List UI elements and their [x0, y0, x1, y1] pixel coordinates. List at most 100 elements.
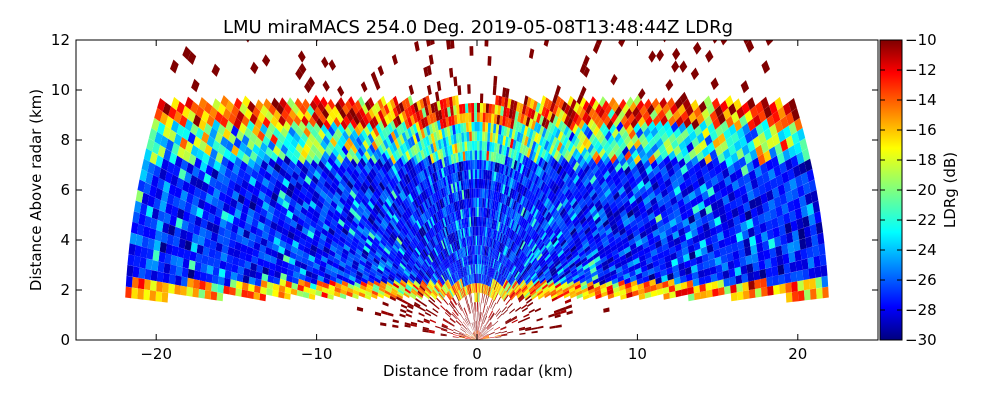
ldr-bin — [724, 286, 731, 295]
ldr-bin — [480, 122, 483, 132]
ldr-bin — [411, 3, 417, 14]
ldr-bin — [260, 287, 267, 295]
ldr-bin — [289, 0, 297, 11]
ldr-bin — [480, 131, 483, 141]
ldr-bin — [165, 253, 172, 264]
ldr-bin — [717, 279, 724, 288]
ldr-bin — [224, 278, 231, 287]
ldr-bin — [159, 252, 166, 263]
ldr-bin — [700, 291, 707, 299]
ldr-bin — [480, 113, 483, 123]
ldr-bin — [767, 286, 774, 296]
ldr-bin — [475, 217, 477, 227]
ldr-bin — [711, 281, 718, 290]
ldr-bin — [135, 245, 142, 257]
ldr-bin — [201, 263, 208, 273]
ldr-bin — [468, 103, 471, 113]
ldr-bin — [184, 249, 191, 260]
ldr-bin — [778, 264, 785, 275]
ldr-bin — [821, 276, 828, 288]
ldr-bin — [475, 198, 477, 208]
ldr-bin — [218, 276, 225, 285]
ldr-bin — [796, 270, 803, 281]
ldr-bin — [479, 217, 481, 227]
ldr-bin — [805, 236, 812, 248]
ldr-bin — [482, 141, 485, 151]
ldr-bin — [809, 268, 816, 280]
ldr-bin — [477, 122, 480, 131]
ldr-bin — [479, 150, 482, 160]
ldr-bin — [790, 271, 797, 282]
ldr-bin — [230, 279, 237, 288]
ldr-bin — [477, 274, 478, 284]
ldr-bin — [446, 0, 451, 2]
ldr-bin — [470, 151, 473, 161]
ldr-bin — [798, 290, 805, 301]
ldr-bin — [477, 207, 479, 217]
ldr-bin — [467, 84, 471, 94]
ldr-bin — [817, 233, 824, 245]
ldr-bin — [465, 103, 468, 113]
ldr-bin — [800, 248, 807, 260]
ldr-bin — [752, 253, 759, 263]
ldr-bin — [372, 5, 379, 17]
ldr-bin — [815, 266, 822, 278]
ldr-bin — [780, 234, 787, 245]
ldr-bin — [474, 131, 477, 141]
ldr-bin — [731, 292, 738, 301]
ldr-bin — [166, 244, 173, 255]
ldr-bin — [749, 289, 756, 299]
ldr-bin — [759, 260, 766, 270]
ldr-bin — [236, 281, 243, 290]
ldr-bin — [469, 141, 472, 151]
ldr-bin — [783, 253, 790, 264]
ldr-bin — [466, 132, 469, 142]
ldr-bin — [477, 226, 478, 236]
ldr-bin — [472, 198, 474, 208]
ldr-bin — [735, 275, 742, 285]
ldr-bin — [760, 23, 769, 37]
ldr-bin — [736, 283, 743, 292]
ldr-bin — [476, 236, 477, 246]
ldr-bin — [810, 289, 817, 300]
ldr-bin — [507, 0, 512, 3]
ldr-bin — [477, 131, 480, 141]
ldr-bin — [753, 270, 760, 280]
ldr-bin — [473, 179, 475, 189]
ldr-bin — [768, 238, 775, 249]
ldr-bin — [478, 226, 480, 236]
ldr-bin — [694, 292, 701, 300]
ldr-bin — [773, 285, 780, 295]
ldr-bin — [472, 160, 474, 170]
ldr-bin — [794, 250, 801, 262]
ldr-bin — [466, 122, 469, 132]
ldr-bin — [161, 232, 168, 244]
ldr-bin — [706, 290, 713, 298]
ldr-bin — [485, 132, 488, 142]
ldr-bin — [473, 188, 475, 198]
ldr-bin — [190, 251, 197, 262]
ldr-bin — [761, 287, 768, 297]
ldr-bin — [747, 272, 754, 282]
ldr-bin — [148, 238, 155, 250]
ldr-bin — [809, 278, 816, 289]
ldr-bin — [474, 103, 477, 113]
ldr-bin — [468, 0, 472, 8]
ldr-bin — [475, 169, 477, 179]
ldr-bin — [471, 122, 474, 132]
ldr-bin — [586, 3, 593, 15]
ldr-bin — [489, 104, 493, 114]
ldr-bin — [387, 5, 393, 17]
ldr-bin — [730, 284, 737, 293]
ldr-bin — [477, 217, 479, 227]
ldr-bin — [786, 292, 793, 302]
ldr-bin — [816, 288, 823, 299]
ldr-bin — [818, 243, 825, 255]
ldr-bin — [477, 255, 478, 265]
ldr-bin — [784, 263, 791, 274]
ldr-bin — [476, 255, 477, 265]
ldr-bin — [194, 270, 201, 280]
ldr-bin — [141, 247, 148, 259]
ldr-bin — [471, 103, 474, 113]
ldr-bin — [179, 238, 186, 249]
